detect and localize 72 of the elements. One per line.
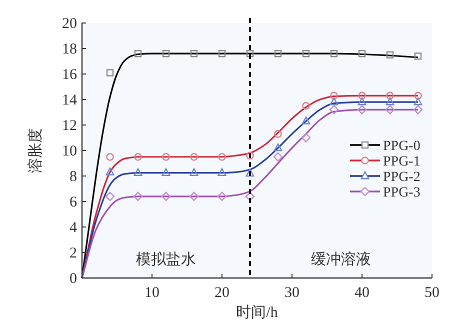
x-tick-label: 20: [214, 285, 230, 301]
point: [218, 168, 226, 176]
y-tick-label: 2: [70, 246, 77, 262]
point: [273, 152, 283, 162]
point: [189, 192, 199, 201]
legend-label: PPG-2: [383, 170, 420, 185]
point: [413, 105, 423, 114]
point: [386, 97, 394, 106]
legend-label: PPG-0: [383, 139, 420, 154]
point: [385, 105, 395, 114]
x-tick-label: 50: [424, 285, 440, 301]
point: [358, 92, 366, 100]
point: [105, 192, 115, 201]
point: [134, 152, 142, 161]
point: [246, 168, 254, 177]
point: [358, 50, 366, 58]
y-tick-label: 14: [62, 92, 78, 108]
point: [329, 105, 339, 114]
point: [162, 168, 170, 176]
point: [302, 50, 310, 58]
annotation: 缓冲溶液: [311, 251, 371, 268]
point: [218, 50, 226, 58]
legend-label: PPG-3: [383, 186, 420, 200]
point: [190, 50, 198, 58]
point: [190, 168, 198, 176]
y-tick-label: 12: [62, 118, 77, 134]
point: [386, 51, 394, 58]
point: [162, 152, 170, 161]
x-tick-label: 10: [144, 285, 160, 301]
y-tick-label: 18: [62, 42, 77, 58]
y-tick-label: 20: [62, 16, 77, 32]
point: [330, 50, 338, 58]
point: [161, 192, 171, 201]
annotation: 模拟盐水: [136, 251, 196, 268]
y-axis-title: 溶胀度: [27, 128, 44, 173]
point: [106, 69, 114, 76]
point: [386, 92, 394, 100]
point: [217, 192, 227, 201]
point: [245, 192, 255, 201]
point: [106, 168, 114, 176]
point: [190, 152, 198, 161]
point: [301, 133, 311, 142]
y-tick-label: 6: [70, 194, 78, 210]
point: [162, 50, 170, 58]
x-tick-label: 40: [354, 285, 370, 301]
point: [357, 105, 367, 114]
point: [330, 92, 338, 100]
x-axis-title: 时间/h: [236, 304, 278, 321]
point: [302, 102, 310, 110]
y-tick-label: 0: [70, 271, 77, 287]
y-tick-label: 16: [62, 67, 78, 83]
point: [274, 130, 282, 138]
point: [358, 97, 366, 106]
point: [414, 52, 422, 60]
point: [134, 50, 142, 58]
point: [134, 168, 142, 176]
point: [246, 50, 254, 58]
y-tick-label: 4: [70, 220, 78, 236]
point: [414, 97, 422, 106]
point: [246, 152, 254, 160]
point: [106, 152, 114, 161]
y-tick-label: 8: [70, 169, 77, 185]
point: [302, 116, 310, 124]
point: [274, 50, 282, 58]
point: [133, 192, 143, 201]
x-tick-label: 30: [284, 285, 300, 301]
point: [330, 97, 338, 106]
y-tick-label: 10: [62, 144, 77, 160]
legend-label: PPG-1: [383, 154, 420, 170]
point: [274, 143, 282, 152]
point: [414, 92, 422, 100]
point: [218, 152, 226, 161]
